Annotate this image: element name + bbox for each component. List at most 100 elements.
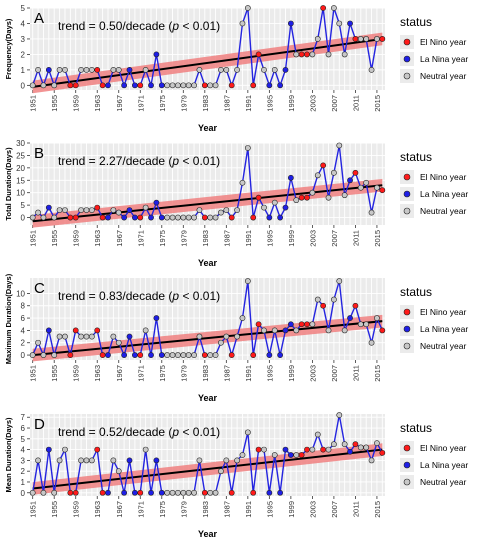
data-point [266,489,273,496]
data-point [250,214,257,221]
y-tick-label: 3 [21,35,26,44]
x-tick-label: 1967 [115,365,124,382]
data-point [94,327,101,334]
legend-label: Neutral year [420,477,466,487]
legend-marker [403,207,411,215]
data-point [94,204,101,211]
data-point [94,66,101,73]
y-tick-label: 5 [21,435,26,444]
y-tick-label: 1 [21,478,26,487]
data-point [78,457,84,464]
y-tick-label: 1 [21,66,26,75]
x-tick-label: 1967 [115,95,124,112]
p-rest: < 0.01) [179,19,220,33]
data-point [336,412,343,418]
data-point [374,315,380,321]
data-point [45,204,52,211]
x-tick-label: 1955 [50,95,59,112]
x-tick-label: 1983 [201,230,210,247]
data-point [228,82,235,89]
trend-line [32,37,383,88]
data-point [298,321,305,328]
data-point [239,452,246,458]
x-tick-label: 2011 [351,365,360,381]
x-tick-label: 2007 [330,230,339,247]
data-point [347,448,353,455]
data-point [126,333,133,340]
y-tick-label: 7 [21,413,26,422]
x-tick-label: 1987 [222,230,231,247]
data-point [35,209,41,216]
data-point [212,214,219,221]
data-point [234,66,240,73]
data-point [352,36,359,42]
data-point [352,169,359,176]
data-point [255,51,262,58]
data-point [72,82,79,89]
x-tick-label: 1995 [265,230,274,247]
data-point [314,431,321,438]
data-point [287,321,294,328]
x-tick-label: 2007 [330,365,339,382]
data-point [304,194,310,201]
x-tick-label: 2015 [373,95,382,112]
data-point [148,214,154,221]
data-point [115,209,122,216]
data-point [105,82,111,89]
data-point [244,5,251,11]
x-tick-label: 2011 [351,230,360,246]
panel-a: 0 1 2 3 4 5 1951 1955 1959 1963 1967 1971 1975 1979 19… [4,4,468,133]
x-tick-label: 1963 [93,95,102,112]
data-point [282,327,289,334]
data-point [191,489,197,496]
data-point [40,214,47,221]
x-tick-label: 1963 [93,230,102,247]
p-open: ( [168,425,172,439]
x-tick-label: 1971 [136,95,145,112]
data-point [218,339,224,346]
data-point [298,194,305,201]
panel-letter: B [34,145,44,162]
data-point [266,352,273,358]
data-point [250,489,257,496]
x-tick-label: 1995 [265,95,274,112]
data-point [180,489,187,496]
x-tick-label: 1967 [115,230,124,247]
x-tick-label: 1951 [29,230,38,247]
data-point [331,169,337,176]
data-point [148,489,154,496]
data-point [78,66,84,73]
data-point [357,321,364,328]
data-point [363,36,370,42]
data-point [121,352,128,358]
trend-line [32,320,383,357]
data-point [153,457,160,464]
y-axis-label: Mean Duration(Days) [4,417,13,493]
data-point [207,214,214,221]
data-point [207,82,214,89]
legend-marker [403,38,411,46]
x-tick-label: 1995 [265,365,274,382]
y-tick-label: 4 [21,19,26,28]
data-point [223,333,230,340]
data-point [341,192,348,199]
data-point [88,207,95,213]
data-point [62,66,68,73]
legend-label: Neutral year [420,341,466,351]
data-point [56,457,63,464]
data-point [293,51,300,58]
data-point [201,82,208,89]
data-point [298,452,305,458]
data-point [266,82,273,89]
data-point [218,66,224,73]
data-point [304,446,310,453]
x-tick-label: 2003 [308,230,317,247]
data-point [105,214,111,221]
legend-title: status [400,421,432,435]
x-tick-label: 2007 [330,501,339,518]
data-point [336,278,343,284]
data-point [72,214,79,221]
data-point [271,452,278,458]
data-point [261,446,267,453]
data-point [352,441,359,448]
